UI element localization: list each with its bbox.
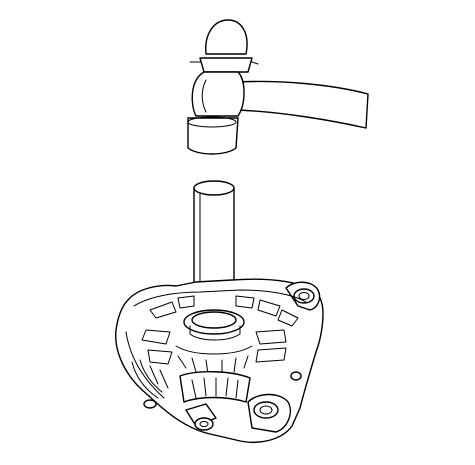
- cooling-slots-lower: [131, 359, 251, 403]
- mounting-ear-top: [285, 281, 321, 311]
- alternator-housing: [115, 278, 324, 443]
- cooling-slots-middle: [141, 329, 287, 375]
- drift-top-face: [193, 180, 235, 196]
- housing-bolt-left: [143, 399, 157, 409]
- housing-bolt-right: [290, 371, 302, 381]
- terminal-stud: [185, 403, 217, 431]
- hammer-head-body: [191, 71, 245, 117]
- bearing-boss: [183, 309, 245, 341]
- hammer-neck: [199, 57, 253, 73]
- housing-outer-shell: [115, 278, 324, 443]
- hammer-striking-face: [187, 117, 239, 155]
- cooling-slots-upper: [149, 295, 299, 327]
- hammer: [187, 19, 369, 155]
- hammer-handle: [235, 80, 369, 129]
- hammer-ball-peen: [205, 19, 248, 55]
- mounting-ear-bottom: [247, 393, 292, 433]
